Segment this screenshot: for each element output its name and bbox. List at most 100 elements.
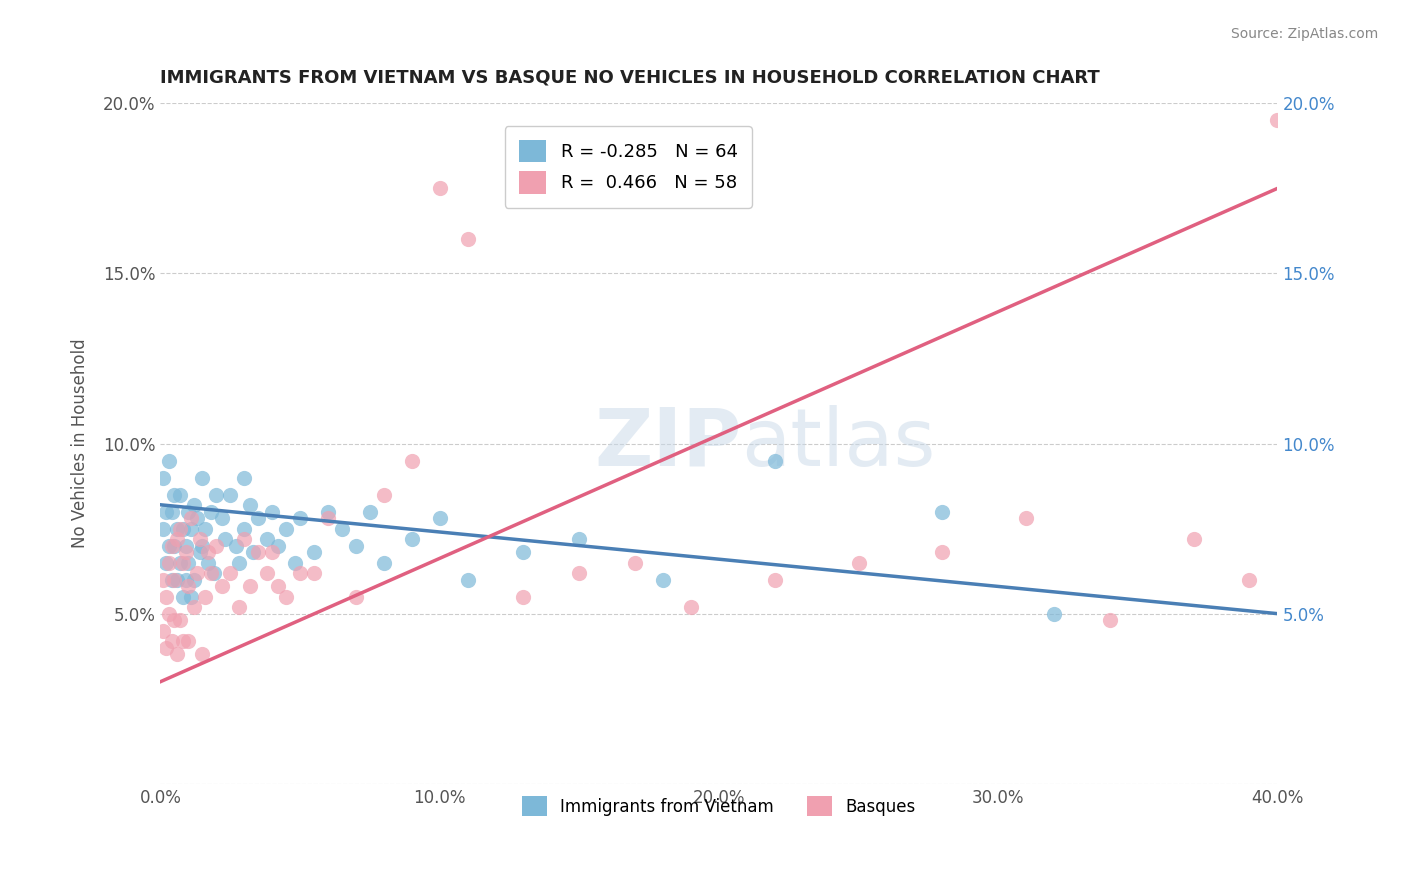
Point [233, 470, 256, 484]
Point [512, 590, 534, 604]
Point [288, 511, 311, 525]
Point [180, 590, 202, 604]
Point [174, 545, 197, 559]
Point [155, 590, 177, 604]
Point [1043, 607, 1066, 621]
Point [160, 573, 183, 587]
Point [172, 633, 194, 648]
Point [157, 556, 180, 570]
Point [429, 181, 451, 195]
Point [155, 505, 177, 519]
Point [166, 532, 188, 546]
Point [166, 573, 188, 587]
Point [152, 573, 174, 587]
Point [1015, 511, 1038, 525]
Point [359, 505, 381, 519]
Point [157, 539, 180, 553]
Point [172, 590, 194, 604]
Point [194, 522, 217, 536]
Point [219, 487, 242, 501]
Point [160, 539, 183, 553]
Text: atlas: atlas [741, 405, 935, 483]
Point [155, 556, 177, 570]
Point [512, 545, 534, 559]
Point [401, 532, 423, 546]
Y-axis label: No Vehicles in Household: No Vehicles in Household [72, 339, 89, 549]
Point [1182, 532, 1205, 546]
Point [191, 470, 214, 484]
Point [247, 545, 270, 559]
Text: ZIP: ZIP [593, 405, 741, 483]
Point [239, 579, 262, 593]
Point [163, 573, 186, 587]
Point [262, 545, 284, 559]
Point [344, 590, 367, 604]
Point [276, 522, 298, 536]
Point [183, 573, 205, 587]
Point [330, 522, 353, 536]
Point [302, 545, 325, 559]
Point [202, 566, 225, 580]
Point [267, 579, 290, 593]
Legend: Immigrants from Vietnam, Basques: Immigrants from Vietnam, Basques [515, 789, 922, 823]
Point [152, 470, 174, 484]
Point [177, 556, 200, 570]
Point [169, 487, 191, 501]
Point [624, 556, 647, 570]
Point [180, 522, 202, 536]
Point [197, 556, 219, 570]
Point [568, 566, 591, 580]
Point [262, 505, 284, 519]
Point [316, 505, 339, 519]
Point [1239, 573, 1261, 587]
Point [152, 624, 174, 638]
Text: Source: ZipAtlas.com: Source: ZipAtlas.com [1230, 27, 1378, 41]
Point [197, 545, 219, 559]
Point [160, 633, 183, 648]
Point [256, 532, 278, 546]
Point [344, 539, 367, 553]
Point [568, 532, 591, 546]
Point [283, 556, 305, 570]
Point [219, 566, 242, 580]
Point [180, 511, 202, 525]
Point [211, 511, 233, 525]
Point [401, 453, 423, 467]
Point [177, 505, 200, 519]
Text: IMMIGRANTS FROM VIETNAM VS BASQUE NO VEHICLES IN HOUSEHOLD CORRELATION CHART: IMMIGRANTS FROM VIETNAM VS BASQUE NO VEH… [160, 69, 1101, 87]
Point [188, 532, 211, 546]
Point [256, 566, 278, 580]
Point [763, 453, 786, 467]
Point [233, 532, 256, 546]
Point [186, 566, 208, 580]
Point [163, 539, 186, 553]
Point [457, 573, 479, 587]
Point [1098, 614, 1121, 628]
Point [200, 566, 222, 580]
Point [177, 579, 200, 593]
Point [174, 539, 197, 553]
Point [157, 453, 180, 467]
Point [242, 545, 264, 559]
Point [652, 573, 675, 587]
Point [302, 566, 325, 580]
Point [157, 607, 180, 621]
Point [200, 505, 222, 519]
Point [225, 539, 247, 553]
Point [186, 511, 208, 525]
Point [373, 556, 395, 570]
Point [373, 487, 395, 501]
Point [188, 545, 211, 559]
Point [931, 545, 953, 559]
Point [931, 505, 953, 519]
Point [152, 522, 174, 536]
Point [191, 648, 214, 662]
Point [848, 556, 870, 570]
Point [172, 556, 194, 570]
Point [205, 487, 228, 501]
Point [194, 590, 217, 604]
Point [174, 573, 197, 587]
Point [276, 590, 298, 604]
Point [1267, 113, 1289, 128]
Point [191, 539, 214, 553]
